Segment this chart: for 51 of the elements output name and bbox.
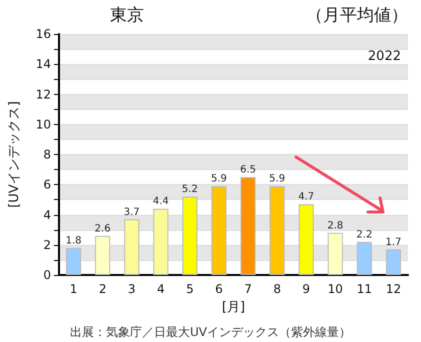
data-label: 5.2 — [182, 184, 198, 196]
x-tick-label: 6 — [215, 282, 223, 296]
y-axis-title: [UVインデックス] — [7, 101, 22, 208]
x-tick-label: 3 — [128, 282, 136, 296]
x-tick-label: 10 — [328, 282, 343, 296]
y-tick-label: 6 — [43, 178, 51, 192]
y-tick-label: 8 — [43, 148, 51, 162]
y-tick-label: 4 — [43, 208, 51, 222]
bar — [95, 236, 110, 275]
bar — [124, 219, 140, 275]
data-label: 1.8 — [66, 235, 82, 246]
y-tick-label: 14 — [36, 57, 51, 72]
data-label: 4.7 — [298, 192, 314, 203]
x-tick-label: 7 — [244, 282, 252, 296]
bar — [66, 248, 82, 275]
x-tick-label: 2 — [98, 282, 106, 296]
y-tick-label: 12 — [36, 87, 51, 102]
x-tick-label: 4 — [156, 282, 165, 296]
data-label: 5.9 — [211, 174, 227, 185]
x-tick-label: 9 — [302, 282, 310, 296]
annotation: 2022 — [368, 49, 402, 64]
data-label: 2.8 — [327, 220, 344, 232]
chart-subtitle: （月平均値） — [306, 6, 408, 26]
bar — [270, 186, 285, 275]
bar — [356, 242, 372, 275]
bar — [386, 249, 402, 275]
x-tick-label: 5 — [186, 282, 194, 296]
x-tick-label: 11 — [356, 282, 372, 296]
text: 出展：気象庁／日最大UVインデックス（紫外線量） — [70, 325, 352, 339]
data-label: 2.6 — [94, 223, 111, 234]
data-label: 4.4 — [152, 196, 169, 208]
data-label: 1.7 — [386, 236, 402, 248]
chart-title: 東京 — [110, 6, 144, 26]
y-tick-label: 0 — [43, 268, 51, 282]
x-axis-title: [月] — [222, 300, 246, 315]
bar — [211, 186, 227, 275]
data-label: 5.9 — [269, 174, 286, 185]
y-tick-label: 10 — [36, 117, 51, 132]
bar — [182, 196, 198, 275]
x-tick-label: 12 — [386, 282, 402, 296]
y-tick-label: 16 — [36, 27, 51, 41]
y-tick-label: 2 — [43, 238, 51, 252]
bar — [153, 208, 168, 275]
x-tick-label: 1 — [70, 282, 78, 296]
bar — [240, 177, 256, 275]
bar — [328, 232, 343, 275]
x-tick-label: 8 — [273, 282, 281, 296]
data-label: 2.2 — [356, 229, 372, 240]
data-label: 6.5 — [240, 164, 256, 176]
bar — [298, 204, 314, 275]
data-label: 3.7 — [124, 206, 140, 218]
